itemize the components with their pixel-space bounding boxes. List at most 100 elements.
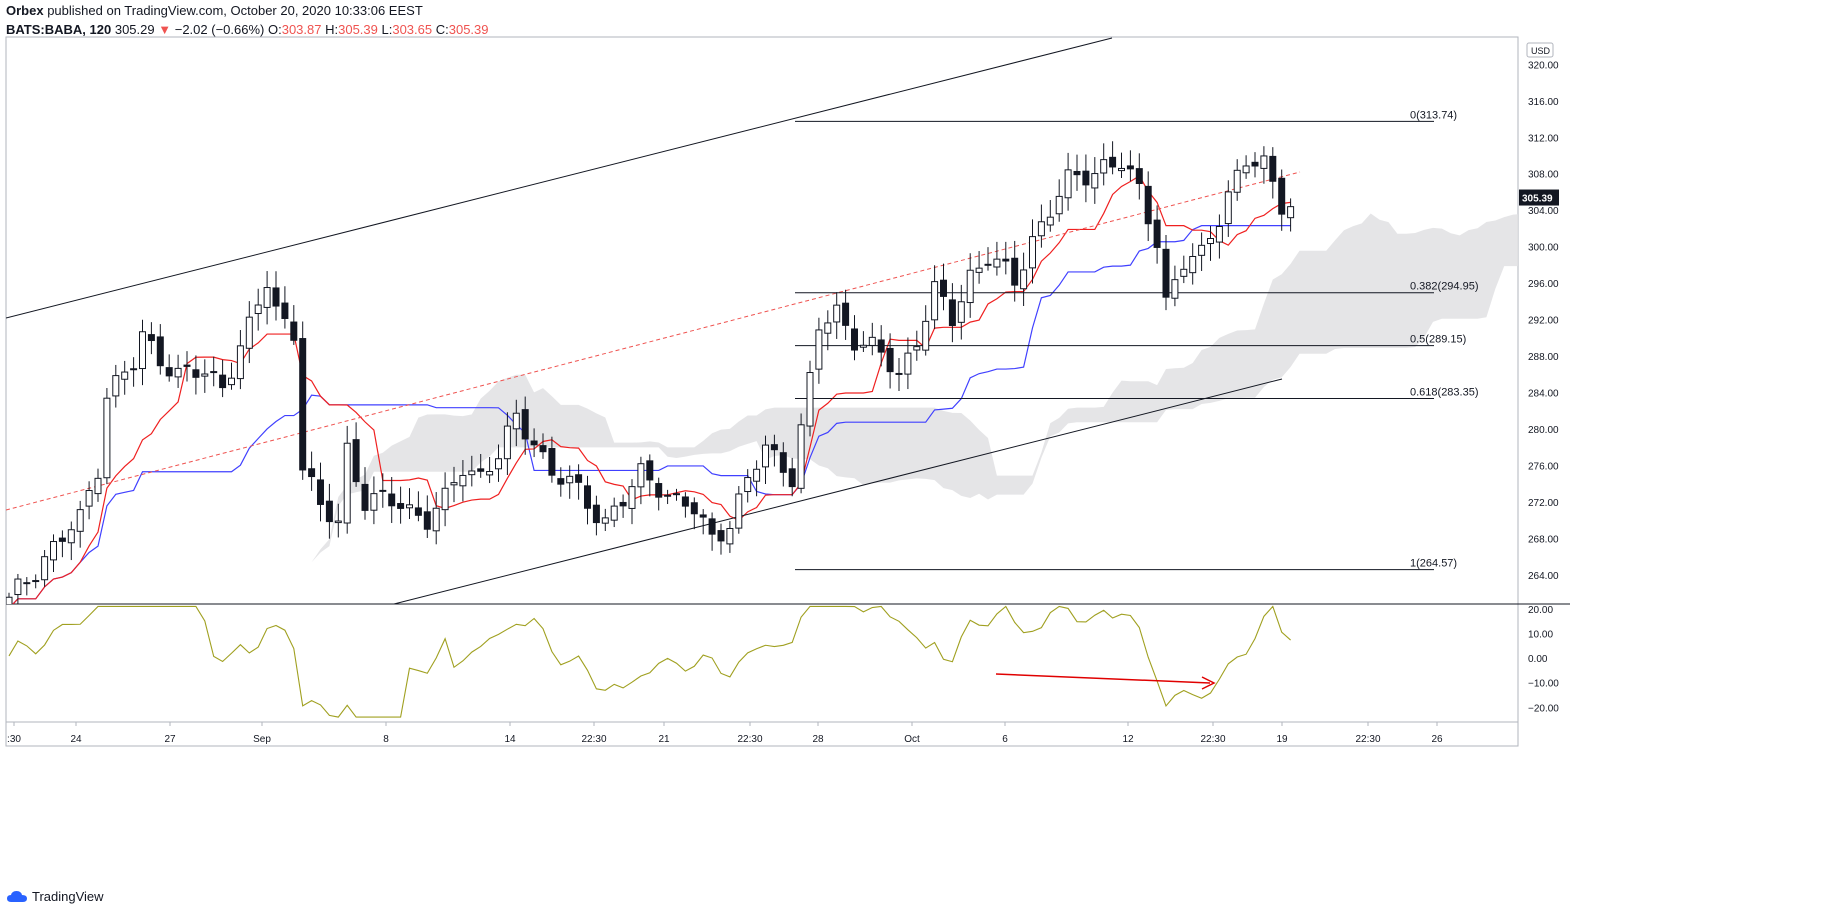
candle-body [1144, 185, 1152, 225]
last-price-tag-text: 305.39 [1522, 194, 1553, 205]
tradingview-cloud-icon [7, 890, 27, 902]
last-price-tag [1519, 189, 1559, 206]
candle-body [815, 329, 823, 370]
candle-body [824, 322, 832, 334]
candle-body [192, 369, 200, 378]
candle-body [770, 444, 778, 451]
candle-body [673, 493, 680, 496]
candle-body [1153, 219, 1161, 248]
candle-body [1189, 255, 1197, 274]
candle-body [717, 530, 725, 542]
candle-body [1037, 221, 1045, 237]
x-tick-label: 22:30 [581, 734, 606, 745]
candle-body [557, 478, 565, 485]
candle-body [1011, 257, 1019, 286]
candle-body [726, 527, 734, 545]
candle-body [993, 258, 1001, 268]
candle-body [1029, 236, 1036, 269]
candle-body [1135, 168, 1143, 185]
h-value: 305.39 [338, 22, 378, 37]
candle-body [468, 470, 476, 476]
candle-body [1278, 177, 1286, 215]
candle-body [477, 468, 485, 472]
candle-body [744, 477, 752, 493]
candle-body [779, 452, 787, 473]
candle-body [655, 483, 663, 498]
candle-body [379, 489, 387, 492]
candle-body [1198, 244, 1206, 256]
x-tick-label: 24 [70, 734, 82, 745]
candle-body [895, 372, 903, 375]
x-tick-label: 22:30 [1355, 734, 1380, 745]
tradingview-brand[interactable]: TradingView [32, 889, 104, 904]
candle-body [1251, 161, 1259, 167]
candle-body [245, 316, 253, 349]
candle-body [1207, 238, 1214, 245]
candle-body [103, 397, 111, 479]
candle-body [1091, 173, 1099, 189]
x-tick-label: 22:30 [737, 734, 762, 745]
candle-body [254, 304, 262, 315]
candle-body [619, 501, 627, 507]
candle-body [886, 347, 894, 373]
osc-tick-label: −10.00 [1528, 679, 1559, 690]
candle-body [210, 371, 218, 374]
candle-body [406, 504, 413, 509]
price-pane [6, 37, 1518, 604]
candle-body [1109, 156, 1117, 168]
o-label: O: [267, 22, 282, 37]
fib-label-0: 0(313.74) [1410, 109, 1457, 121]
candle-body [1171, 279, 1179, 299]
candle-body [1046, 216, 1054, 226]
fib-label-0.382: 0.382(294.95) [1410, 281, 1479, 293]
candle-body [788, 468, 796, 488]
candle-body [361, 483, 369, 511]
candle-body [32, 580, 40, 583]
candle-body [735, 493, 743, 529]
candle-body [343, 442, 351, 524]
x-tick-label: 26 [1431, 734, 1443, 745]
candle-body [94, 477, 102, 495]
x-tick-label: :30 [7, 734, 21, 745]
candle-body [121, 371, 129, 380]
candle-body [1055, 195, 1063, 215]
x-tick-label: Oct [904, 734, 920, 745]
candle-body [699, 514, 707, 518]
y-tick-label: 296.00 [1528, 279, 1559, 290]
candle-body [1064, 169, 1072, 199]
candle-body [58, 537, 66, 542]
candle-body [495, 458, 502, 470]
candle-body [281, 302, 289, 319]
change: −2.02 (−0.66%) [174, 22, 265, 37]
candle-body [41, 556, 49, 581]
candle-body [112, 375, 120, 397]
oscillator-line [8, 605, 1291, 718]
candle-body [299, 338, 307, 471]
y-tick-label: 292.00 [1528, 316, 1559, 327]
symbol: BATS:BABA, 120 [6, 22, 112, 37]
candle-body [975, 267, 983, 273]
candle-body [388, 493, 396, 507]
o-value: 303.87 [281, 22, 322, 37]
candle-body [334, 520, 342, 524]
y-tick-label: 288.00 [1528, 352, 1559, 363]
currency-badge [1526, 42, 1554, 58]
ichimoku-cloud [244, 213, 1518, 604]
candle-body [50, 541, 57, 561]
candle-body [610, 505, 618, 521]
osc-tick-label: 20.00 [1528, 605, 1553, 616]
candle-body [1287, 206, 1295, 219]
legend-row: BATS:BABA, 120 305.29 ▼ −2.02 (−0.66%) O… [6, 22, 489, 37]
candle-body [14, 578, 22, 596]
candle-body [459, 474, 467, 487]
candle-body [904, 352, 912, 375]
footer: TradingView [6, 889, 104, 904]
candle-body [156, 336, 164, 367]
candle-body [530, 440, 538, 446]
x-tick-label: 27 [164, 734, 176, 745]
candle-body [842, 302, 850, 326]
candle-body [1260, 155, 1268, 169]
candle-body [1002, 258, 1010, 262]
candle-body [76, 509, 84, 532]
